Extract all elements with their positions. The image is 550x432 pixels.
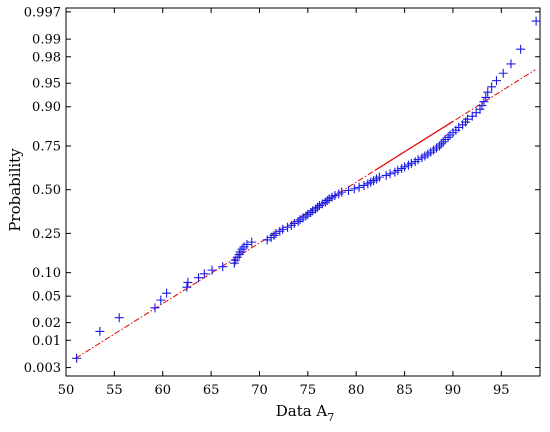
y-tick-label: 0.10	[32, 266, 61, 281]
x-axis-title-subscript: 7	[327, 411, 334, 424]
data-point-marker	[498, 68, 508, 78]
data-point-marker	[438, 137, 448, 147]
data-points-group	[72, 16, 541, 363]
data-point-marker	[337, 187, 347, 197]
data-point-marker	[400, 162, 410, 172]
data-point-marker	[491, 76, 501, 86]
data-point-marker	[487, 82, 497, 92]
data-point-marker	[406, 158, 416, 168]
y-tick-label: 0.98	[32, 50, 61, 65]
fit-line-solid	[375, 120, 454, 171]
data-point-marker	[262, 235, 272, 245]
data-point-marker	[531, 16, 541, 26]
x-tick-label: 75	[300, 383, 317, 398]
data-point-marker	[436, 139, 446, 149]
axes-group: 50 55 60 65 70 75 80 85 90 95 0.003 0.01 0.02 0.05 0.1…	[24, 5, 541, 398]
y-tick-label: 0.05	[32, 290, 61, 305]
data-point-marker	[343, 186, 353, 196]
x-tick-label: 50	[58, 383, 75, 398]
data-point-marker	[354, 182, 364, 192]
data-point-marker	[322, 195, 332, 205]
x-tick-label: 55	[106, 383, 123, 398]
x-tick-label: 80	[348, 383, 365, 398]
y-tick-label: 0.95	[32, 77, 61, 92]
fit-line-group	[75, 69, 536, 359]
data-point-marker	[247, 237, 257, 247]
data-point-marker	[162, 288, 172, 298]
data-point-marker	[381, 170, 391, 180]
data-point-marker	[156, 295, 166, 305]
data-point-marker	[393, 165, 403, 175]
data-point-marker	[475, 104, 485, 114]
data-point-marker	[269, 230, 279, 240]
plot-frame	[65, 7, 541, 377]
data-point-marker	[413, 155, 423, 165]
x-tick-label: 60	[154, 383, 171, 398]
data-point-marker	[283, 222, 293, 232]
data-point-marker	[199, 269, 209, 279]
data-point-marker	[462, 114, 472, 124]
data-point-marker	[289, 218, 299, 228]
data-point-marker	[443, 132, 453, 142]
y-tick-label: 0.99	[32, 33, 61, 48]
data-point-marker	[72, 353, 82, 363]
data-point-marker	[434, 141, 444, 151]
data-point-marker	[313, 202, 323, 212]
data-point-marker	[114, 313, 124, 323]
data-point-marker	[218, 262, 228, 272]
data-point-marker	[237, 244, 247, 254]
x-tick-label: 65	[203, 383, 220, 398]
data-point-marker	[194, 273, 204, 283]
y-tick-label: 0.50	[32, 183, 61, 198]
data-point-marker	[516, 44, 526, 54]
y-axis-title: Probability	[6, 148, 24, 232]
x-tick-label: 70	[251, 383, 268, 398]
fit-line-extended	[75, 69, 536, 359]
data-point-marker	[150, 303, 160, 313]
data-point-marker	[349, 184, 359, 194]
data-point-marker	[95, 326, 105, 336]
y-tick-label: 0.90	[32, 100, 61, 115]
data-point-marker	[385, 169, 395, 179]
x-tick-label: 90	[445, 383, 462, 398]
data-point-marker	[483, 87, 493, 97]
data-point-marker	[306, 208, 316, 218]
y-tick-label: 0.25	[32, 227, 61, 242]
data-point-marker	[183, 277, 193, 287]
x-tick-label: 95	[493, 383, 510, 398]
data-point-marker	[374, 172, 384, 182]
y-tick-label: 0.997	[24, 5, 61, 20]
data-point-marker	[506, 59, 516, 69]
data-point-marker	[182, 282, 192, 292]
data-point-marker	[301, 211, 311, 221]
x-tick-label: 85	[396, 383, 413, 398]
y-tick-label: 0.003	[24, 361, 61, 376]
x-axis-title: Data A7	[276, 402, 335, 424]
y-tick-label: 0.02	[32, 316, 61, 331]
data-point-marker	[242, 239, 252, 249]
data-point-marker	[479, 97, 489, 107]
data-point-marker	[271, 228, 281, 238]
x-axis-title-main: Data A	[276, 402, 328, 420]
data-point-marker	[207, 265, 217, 275]
data-point-marker	[477, 101, 487, 111]
data-point-marker	[359, 180, 369, 190]
data-point-marker	[330, 191, 340, 201]
y-tick-label: 0.75	[32, 140, 61, 155]
y-tick-label: 0.01	[32, 334, 61, 349]
data-point-marker	[278, 224, 288, 234]
data-point-marker	[293, 217, 303, 227]
data-point-marker	[481, 92, 491, 102]
